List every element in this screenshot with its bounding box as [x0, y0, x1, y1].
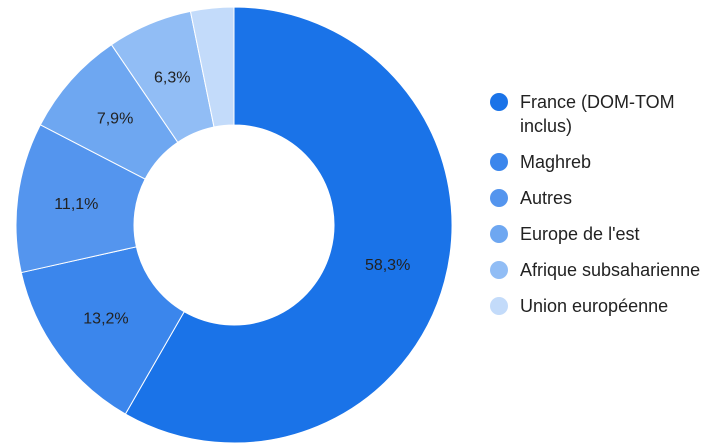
value-label: 58,3% — [365, 257, 410, 274]
legend-label: Afrique subsaharienne — [520, 260, 701, 280]
slice — [124, 6, 453, 444]
legend-swatch — [490, 153, 508, 171]
legend-item: Maghreb — [490, 150, 712, 174]
slice — [189, 6, 235, 128]
legend-item: France (DOM-TOM inclus) — [490, 90, 712, 138]
legend-swatch — [490, 261, 508, 279]
legend-label: Europe de l'est — [520, 224, 640, 244]
value-label: 6,3% — [154, 70, 190, 87]
slice — [20, 246, 185, 415]
legend-label: France (DOM-TOM inclus) — [520, 92, 675, 136]
legend-item: Autres — [490, 186, 712, 210]
legend-item: Europe de l'est — [490, 222, 712, 246]
value-label: 7,9% — [97, 111, 133, 128]
legend-swatch — [490, 189, 508, 207]
legend-label: Union européenne — [520, 296, 669, 316]
legend-item: Afrique subsaharienne — [490, 258, 712, 282]
value-label: 11,1% — [54, 196, 98, 213]
legend-swatch — [490, 297, 508, 315]
legend-item: Union européenne — [490, 294, 712, 318]
legend-swatch — [490, 225, 508, 243]
legend-label: Maghreb — [520, 152, 592, 172]
legend: France (DOM-TOM inclus) Maghreb Autres Euro… — [490, 90, 712, 330]
legend-label: Autres — [520, 188, 573, 208]
legend-swatch — [490, 93, 508, 111]
value-label: 13,2% — [83, 310, 128, 327]
